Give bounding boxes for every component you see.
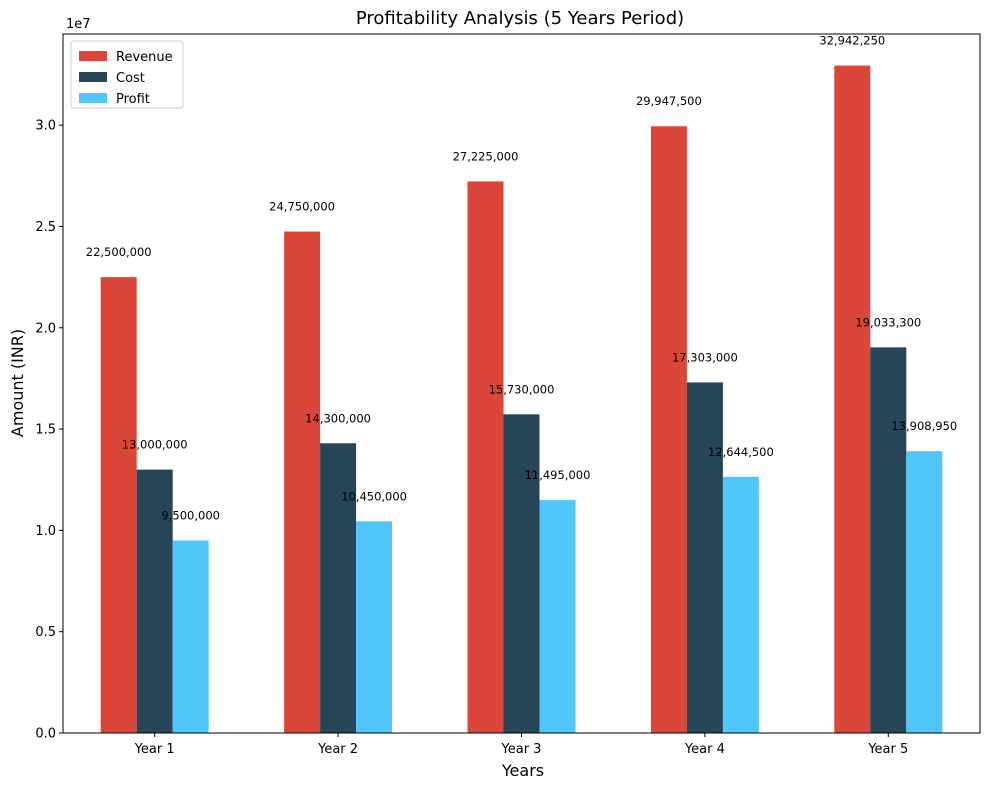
cost-data-label-5: 19,033,300 <box>855 315 921 329</box>
profit-data-label-5: 13,908,950 <box>891 419 957 433</box>
cost-data-label-3: 15,730,000 <box>489 382 555 396</box>
y-axis-offset-label: 1e7 <box>66 17 91 32</box>
y-tick-label-1: 0.5 <box>35 625 56 640</box>
x-tick-label-3: Year 3 <box>501 742 542 757</box>
plot-area: 22,500,000 24,750,000 27,225,000 29,947,500… <box>35 33 981 757</box>
profit-bar-1[interactable] <box>172 540 209 733</box>
profit-data-label-3: 11,495,000 <box>525 468 591 482</box>
revenue-data-label-1: 22,500,000 <box>86 245 152 259</box>
x-axis-label: Years <box>501 761 544 780</box>
profit-bar-4[interactable] <box>722 476 759 733</box>
revenue-data-label-3: 27,225,000 <box>453 149 519 163</box>
y-tick-label-0: 0.0 <box>35 727 56 742</box>
legend-label-cost: Cost <box>116 71 145 86</box>
legend-label-profit: Profit <box>116 92 150 107</box>
chart-title: Profitability Analysis (5 Years Period) <box>356 8 684 29</box>
profit-bar-3[interactable] <box>539 500 576 733</box>
legend-swatch-cost <box>79 72 107 82</box>
y-axis-label: Amount (INR) <box>8 329 27 437</box>
cost-bar-2[interactable] <box>320 443 357 733</box>
profit-bar-2[interactable] <box>356 521 393 733</box>
profit-data-label-1: 9,500,000 <box>161 509 220 523</box>
cost-data-label-4: 17,303,000 <box>672 350 738 364</box>
revenue-bar-1[interactable] <box>100 277 137 733</box>
cost-data-label-2: 14,300,000 <box>305 411 371 425</box>
y-tick-label-2: 1.0 <box>35 524 56 539</box>
revenue-bar-5[interactable] <box>834 65 871 733</box>
y-tick-label-5: 2.5 <box>35 220 56 235</box>
x-tick-label-1: Year 1 <box>134 742 175 757</box>
revenue-data-label-5: 32,942,250 <box>819 34 885 48</box>
cost-bar-3[interactable] <box>503 414 540 733</box>
x-tick-label-5: Year 5 <box>867 742 908 757</box>
y-tick-label-3: 1.5 <box>35 423 56 438</box>
y-tick-label-4: 2.0 <box>35 321 56 336</box>
revenue-bar-3[interactable] <box>467 181 504 733</box>
legend-swatch-revenue <box>79 51 107 61</box>
cost-bar-4[interactable] <box>686 382 723 733</box>
revenue-data-label-2: 24,750,000 <box>269 200 335 214</box>
cost-bar-1[interactable] <box>136 469 173 733</box>
y-tick-label-6: 3.0 <box>35 119 56 134</box>
profit-data-label-2: 10,450,000 <box>341 489 407 503</box>
cost-bar-5[interactable] <box>870 347 907 733</box>
revenue-data-label-4: 29,947,500 <box>636 94 702 108</box>
x-tick-label-2: Year 2 <box>317 742 358 757</box>
profit-data-label-4: 12,644,500 <box>708 445 774 459</box>
x-tick-label-4: Year 4 <box>684 742 725 757</box>
legend-swatch-profit <box>79 93 107 103</box>
revenue-bar-4[interactable] <box>650 126 687 733</box>
revenue-bar-2[interactable] <box>284 231 321 734</box>
legend-label-revenue: Revenue <box>116 50 173 65</box>
cost-data-label-1: 13,000,000 <box>122 438 188 452</box>
profit-bar-5[interactable] <box>906 451 943 733</box>
